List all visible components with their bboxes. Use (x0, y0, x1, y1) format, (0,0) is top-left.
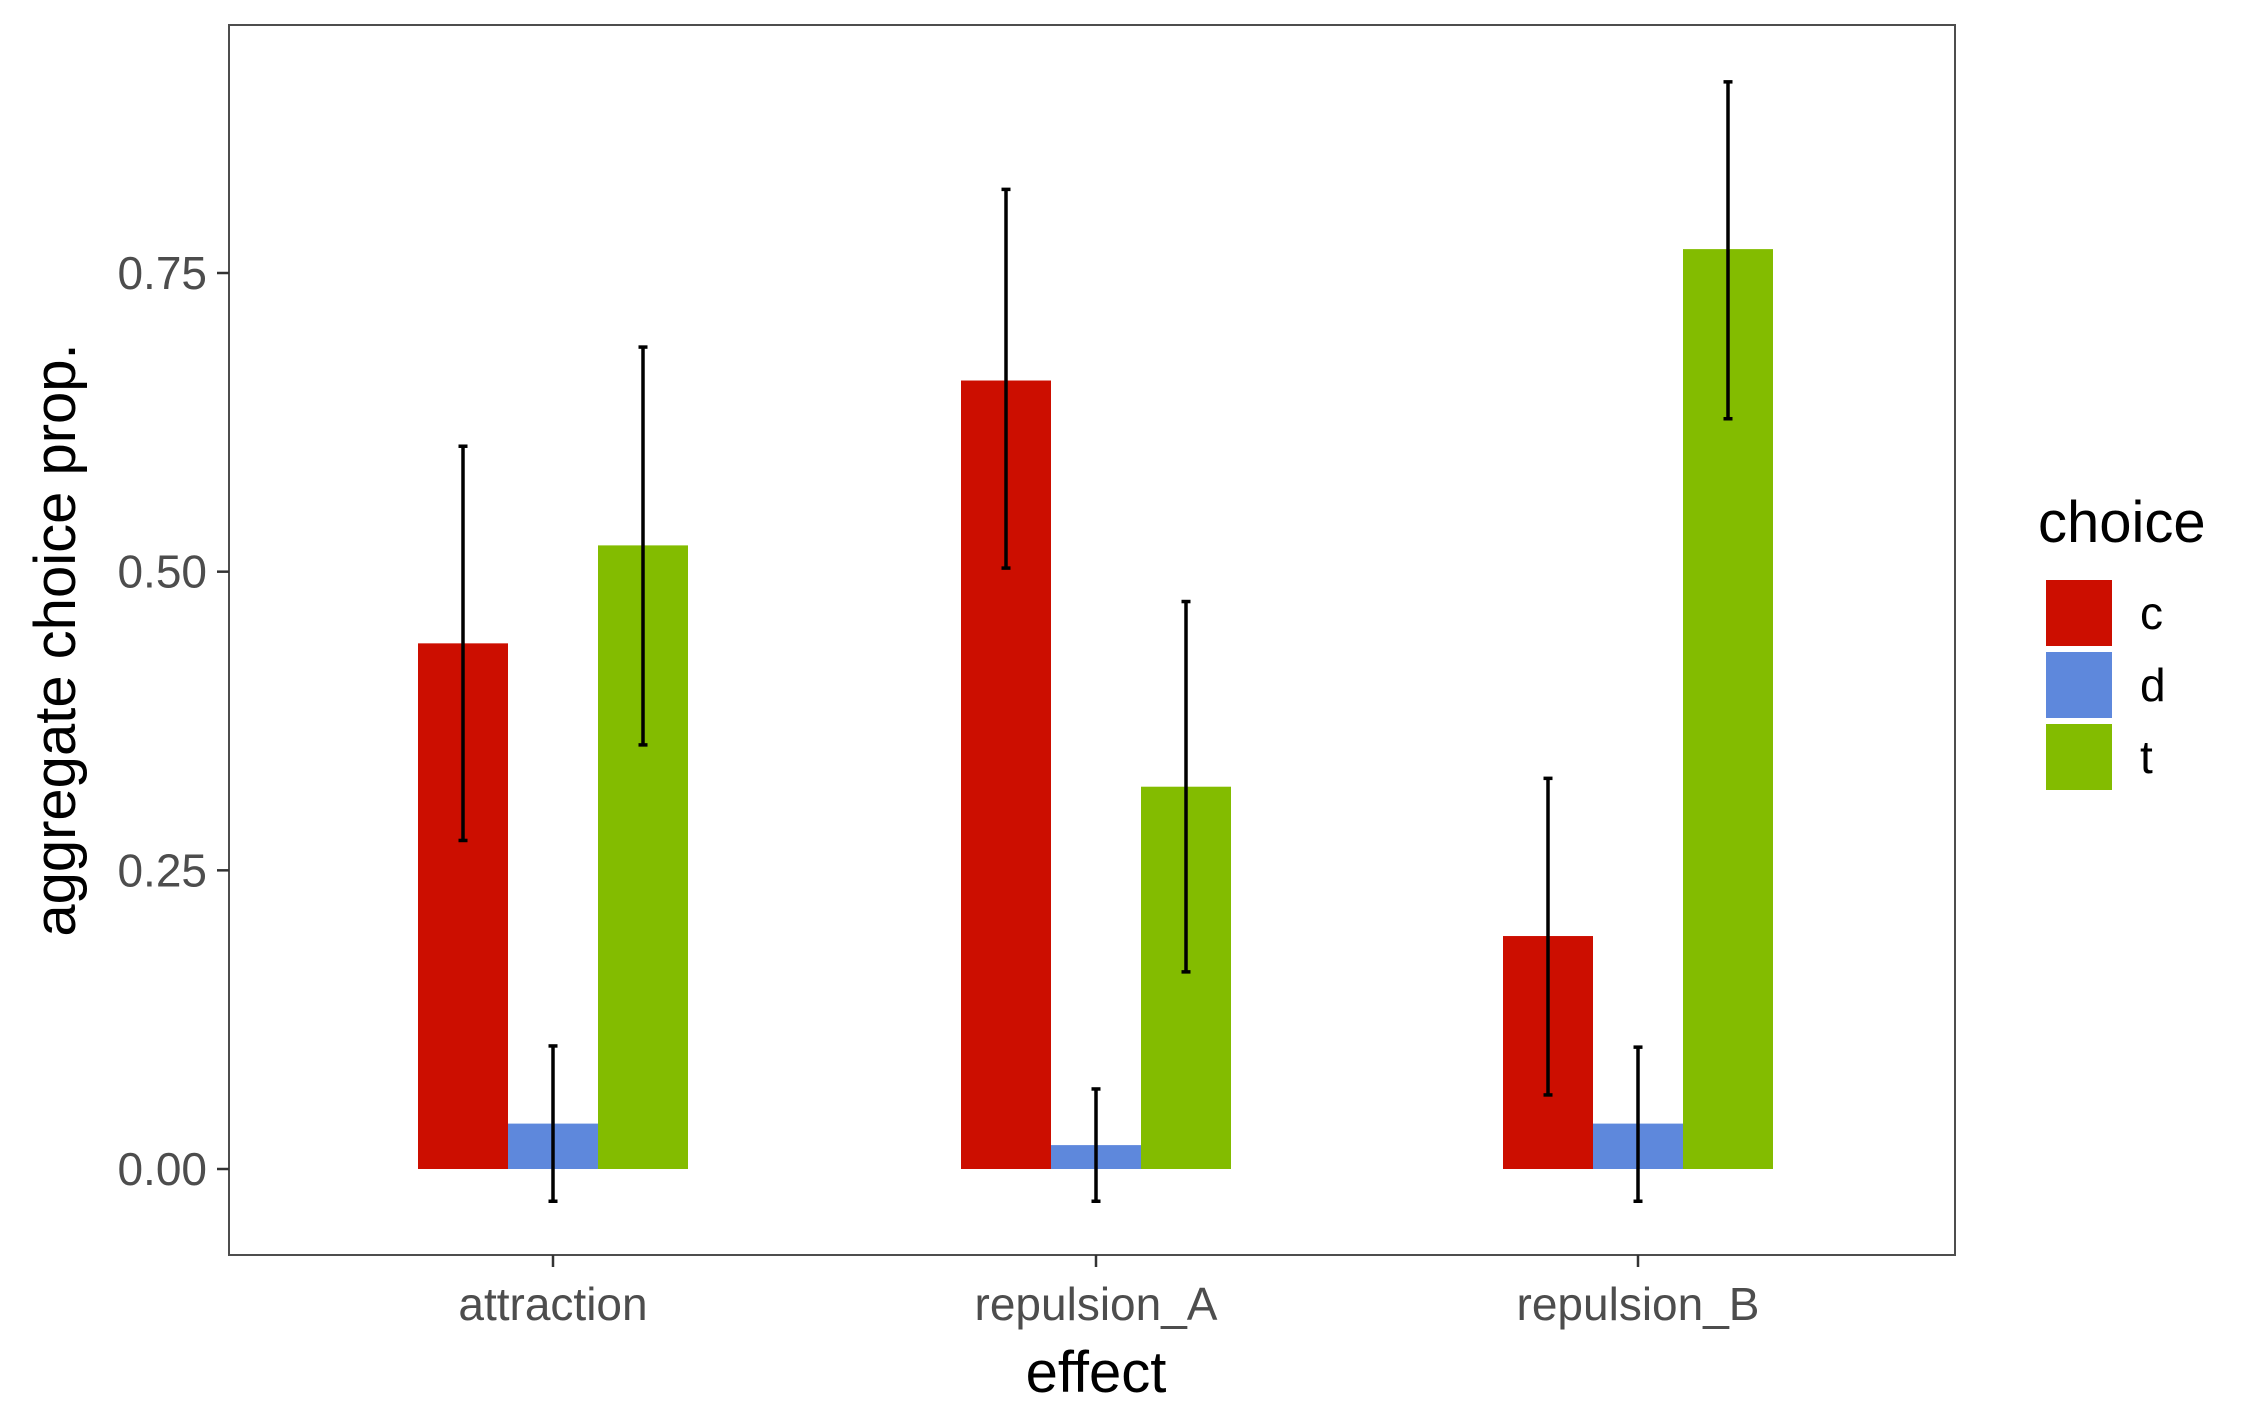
error-bar-c-attraction (458, 444, 468, 843)
x-axis: attraction repulsion_A repulsion_B (458, 1255, 1759, 1330)
y-tick-label: 0.75 (117, 247, 207, 299)
legend: choice cdt (2038, 490, 2206, 790)
error-bar-t-repulsion_A (1181, 599, 1191, 974)
error-bar-d-attraction (548, 1044, 558, 1204)
error-bar-c-repulsion_B (1543, 776, 1553, 1097)
legend-item-d: d (2046, 652, 2166, 718)
y-tick-label: 0.50 (117, 546, 207, 598)
error-bar-d-repulsion_A (1091, 1087, 1101, 1204)
x-tick-label: repulsion_B (1517, 1278, 1760, 1330)
y-axis-title: aggregate choice prop. (23, 343, 88, 936)
legend-item-t: t (2046, 724, 2153, 790)
legend-key-t (2046, 724, 2112, 790)
error-bar-t-repulsion_B (1723, 80, 1733, 421)
legend-key-c (2046, 580, 2112, 646)
error-bar-d-repulsion_B (1633, 1045, 1643, 1204)
x-tick-label: attraction (458, 1278, 647, 1330)
y-tick-label: 0.00 (117, 1143, 207, 1195)
legend-title: choice (2038, 490, 2206, 555)
legend-label-t: t (2140, 731, 2153, 783)
x-axis-title: effect (1026, 1340, 1167, 1405)
y-tick-label: 0.25 (117, 844, 207, 896)
plot-panel (228, 24, 1956, 1256)
legend-item-c: c (2046, 580, 2163, 646)
bars-group (418, 249, 1773, 1169)
error-bar-c-repulsion_A (1001, 187, 1011, 570)
legend-label-d: d (2140, 659, 2166, 711)
x-tick-label: repulsion_A (975, 1278, 1218, 1330)
error-bar-t-attraction (638, 345, 648, 747)
error-bars-group (458, 80, 1733, 1204)
y-axis: 0.00 0.25 0.50 0.75 (117, 247, 229, 1195)
legend-key-d (2046, 652, 2112, 718)
legend-label-c: c (2140, 587, 2163, 639)
